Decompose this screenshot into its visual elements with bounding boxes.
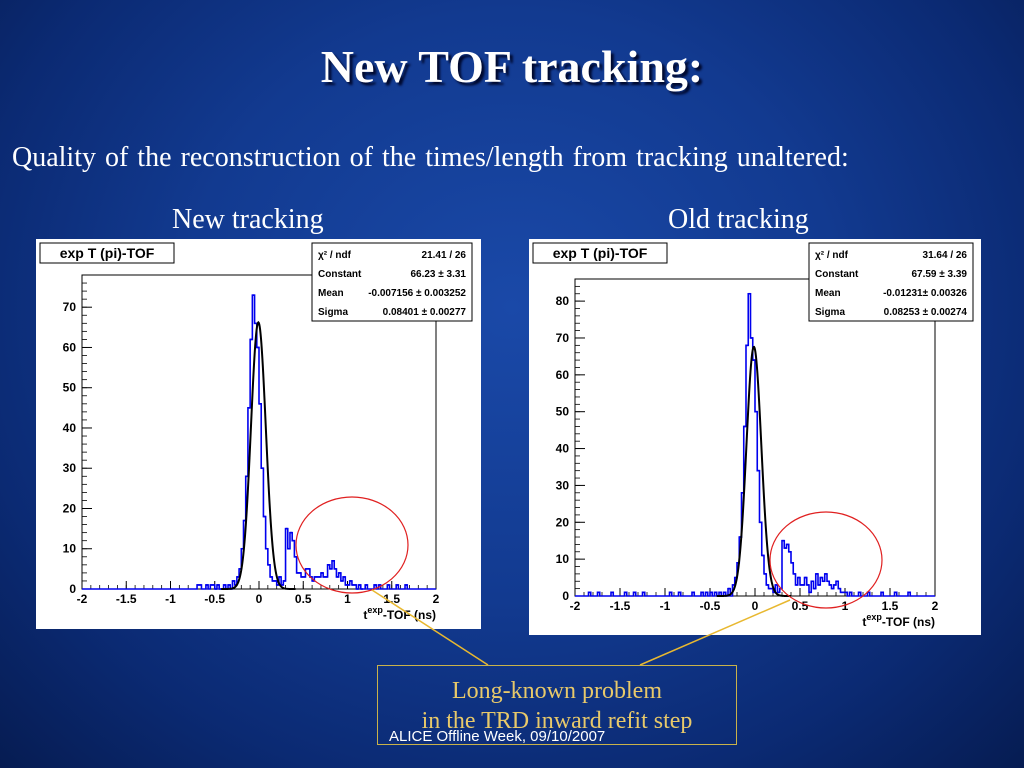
title-box-frame [532, 242, 668, 264]
histogram-series [82, 294, 436, 590]
stats-value: -0.007156 ± 0.003252 [368, 288, 466, 299]
x-axis-label: texp-TOF (ns) [862, 612, 935, 629]
stats-value: 21.41 / 26 [422, 250, 467, 261]
y-tick-label: 40 [556, 442, 570, 456]
y-tick-label: 0 [69, 582, 76, 596]
stats-value: 0.08401 ± 0.00277 [383, 307, 467, 318]
x-tick-label: -1 [660, 599, 671, 613]
callout-line-1: Long-known problem [452, 678, 662, 704]
x-tick-label: -0.5 [204, 592, 225, 606]
x-tick-label: -1.5 [116, 592, 137, 606]
y-tick-label: 70 [556, 331, 570, 345]
histogram-title-box: exp T (pi)-TOF [39, 242, 175, 264]
callout-line-2: in the TRD inward refit step [421, 708, 693, 734]
stats-box-frame [311, 242, 473, 322]
x-tick-label: -0.5 [700, 599, 721, 613]
stats-box-frame [808, 242, 974, 322]
slide-subtitle: Quality of the reconstruction of the tim… [12, 142, 849, 173]
old-tracking-histogram: exp T (pi)-TOF -2 -1.5 -1 -0.5 0 0.5 1 1.5 2 0 10 20… [529, 239, 981, 635]
stats-label: χ² / ndf [318, 250, 352, 261]
y-tick-label: 60 [63, 340, 77, 354]
x-tick-label: 1 [842, 599, 849, 613]
histogram-svg: exp T (pi)-TOF-2 -1.5 -1 -0.5 0 0.5 1 1.5 201020… [532, 242, 974, 629]
x-tick-label: 2 [433, 592, 440, 606]
y-tick-label: 30 [556, 478, 570, 492]
stats-value: 0.08253 ± 0.00274 [884, 307, 968, 318]
y-tick-label: 0 [562, 589, 569, 603]
right-panel-heading: Old tracking [668, 204, 809, 235]
x-axis-label: texp-TOF (ns) [363, 605, 436, 622]
stats-label: Mean [815, 288, 841, 299]
y-tick-label: 60 [556, 368, 570, 382]
callout-box: Long-known problem in the TRD inward ref… [377, 665, 737, 745]
x-tick-label: 1.5 [882, 599, 899, 613]
fit-stats-box: χ² / ndf 31.64 / 26 Constant 67.59 ± 3.39 Me… [808, 242, 974, 322]
annotation-circle [769, 511, 883, 609]
y-tick-label: 30 [63, 461, 77, 475]
slide-title: New TOF tracking: [320, 41, 704, 92]
stats-label: Sigma [815, 307, 845, 318]
histogram-title-box: exp T (pi)-TOF [532, 242, 668, 264]
y-tick-label: 70 [63, 300, 77, 314]
histogram-title: exp T (pi)-TOF [60, 245, 155, 261]
y-tick-label: 20 [556, 515, 570, 529]
fit-stats-box: χ² / ndf 21.41 / 26 Constant 66.23 ± 3.31 Me… [311, 242, 473, 322]
footer-text: ALICE Offline Week, 09/10/2007 [389, 728, 606, 745]
stats-label: Constant [318, 269, 362, 280]
stats-value: 66.23 ± 3.31 [410, 269, 466, 280]
x-tick-label: -2 [570, 599, 581, 613]
new-tracking-histogram: exp T (pi)-TOF -2 -1.5 -1 -0.5 0 0.5 1 1.5 2 0 10 20… [36, 239, 481, 629]
gaussian-fit-curve [716, 345, 791, 597]
stats-label: χ² / ndf [815, 250, 849, 261]
x-tick-label: 1.5 [383, 592, 400, 606]
x-tick-label: 0 [256, 592, 263, 606]
annotation-circle [295, 496, 409, 594]
left-panel-heading: New tracking [172, 204, 324, 235]
x-tick-label: 0.5 [792, 599, 809, 613]
y-tick-label: 80 [556, 294, 570, 308]
x-tick-label: -1 [165, 592, 176, 606]
gaussian-fit-curve [221, 320, 296, 590]
y-tick-label: 40 [63, 421, 77, 435]
y-tick-label: 10 [556, 552, 570, 566]
stats-label: Sigma [318, 307, 348, 318]
stats-label: Constant [815, 269, 859, 280]
x-tick-label: -2 [77, 592, 88, 606]
title-box-frame [39, 242, 175, 264]
stats-label: Mean [318, 288, 344, 299]
stats-value: 67.59 ± 3.39 [911, 269, 967, 280]
histogram-title: exp T (pi)-TOF [553, 245, 648, 261]
x-tick-label: 2 [932, 599, 939, 613]
y-tick-label: 50 [63, 381, 77, 395]
histogram-svg: exp T (pi)-TOF-2 -1.5 -1 -0.5 0 0.5 1 1.5 201020… [39, 242, 473, 622]
x-tick-label: 0.5 [295, 592, 312, 606]
stats-value: 31.64 / 26 [923, 250, 968, 261]
x-tick-label: -1.5 [610, 599, 631, 613]
x-tick-label: 0 [752, 599, 759, 613]
x-tick-label: 1 [344, 592, 351, 606]
y-tick-label: 20 [63, 501, 77, 515]
stats-value: -0.01231± 0.00326 [883, 288, 967, 299]
y-tick-label: 10 [63, 542, 77, 556]
y-tick-label: 50 [556, 405, 570, 419]
